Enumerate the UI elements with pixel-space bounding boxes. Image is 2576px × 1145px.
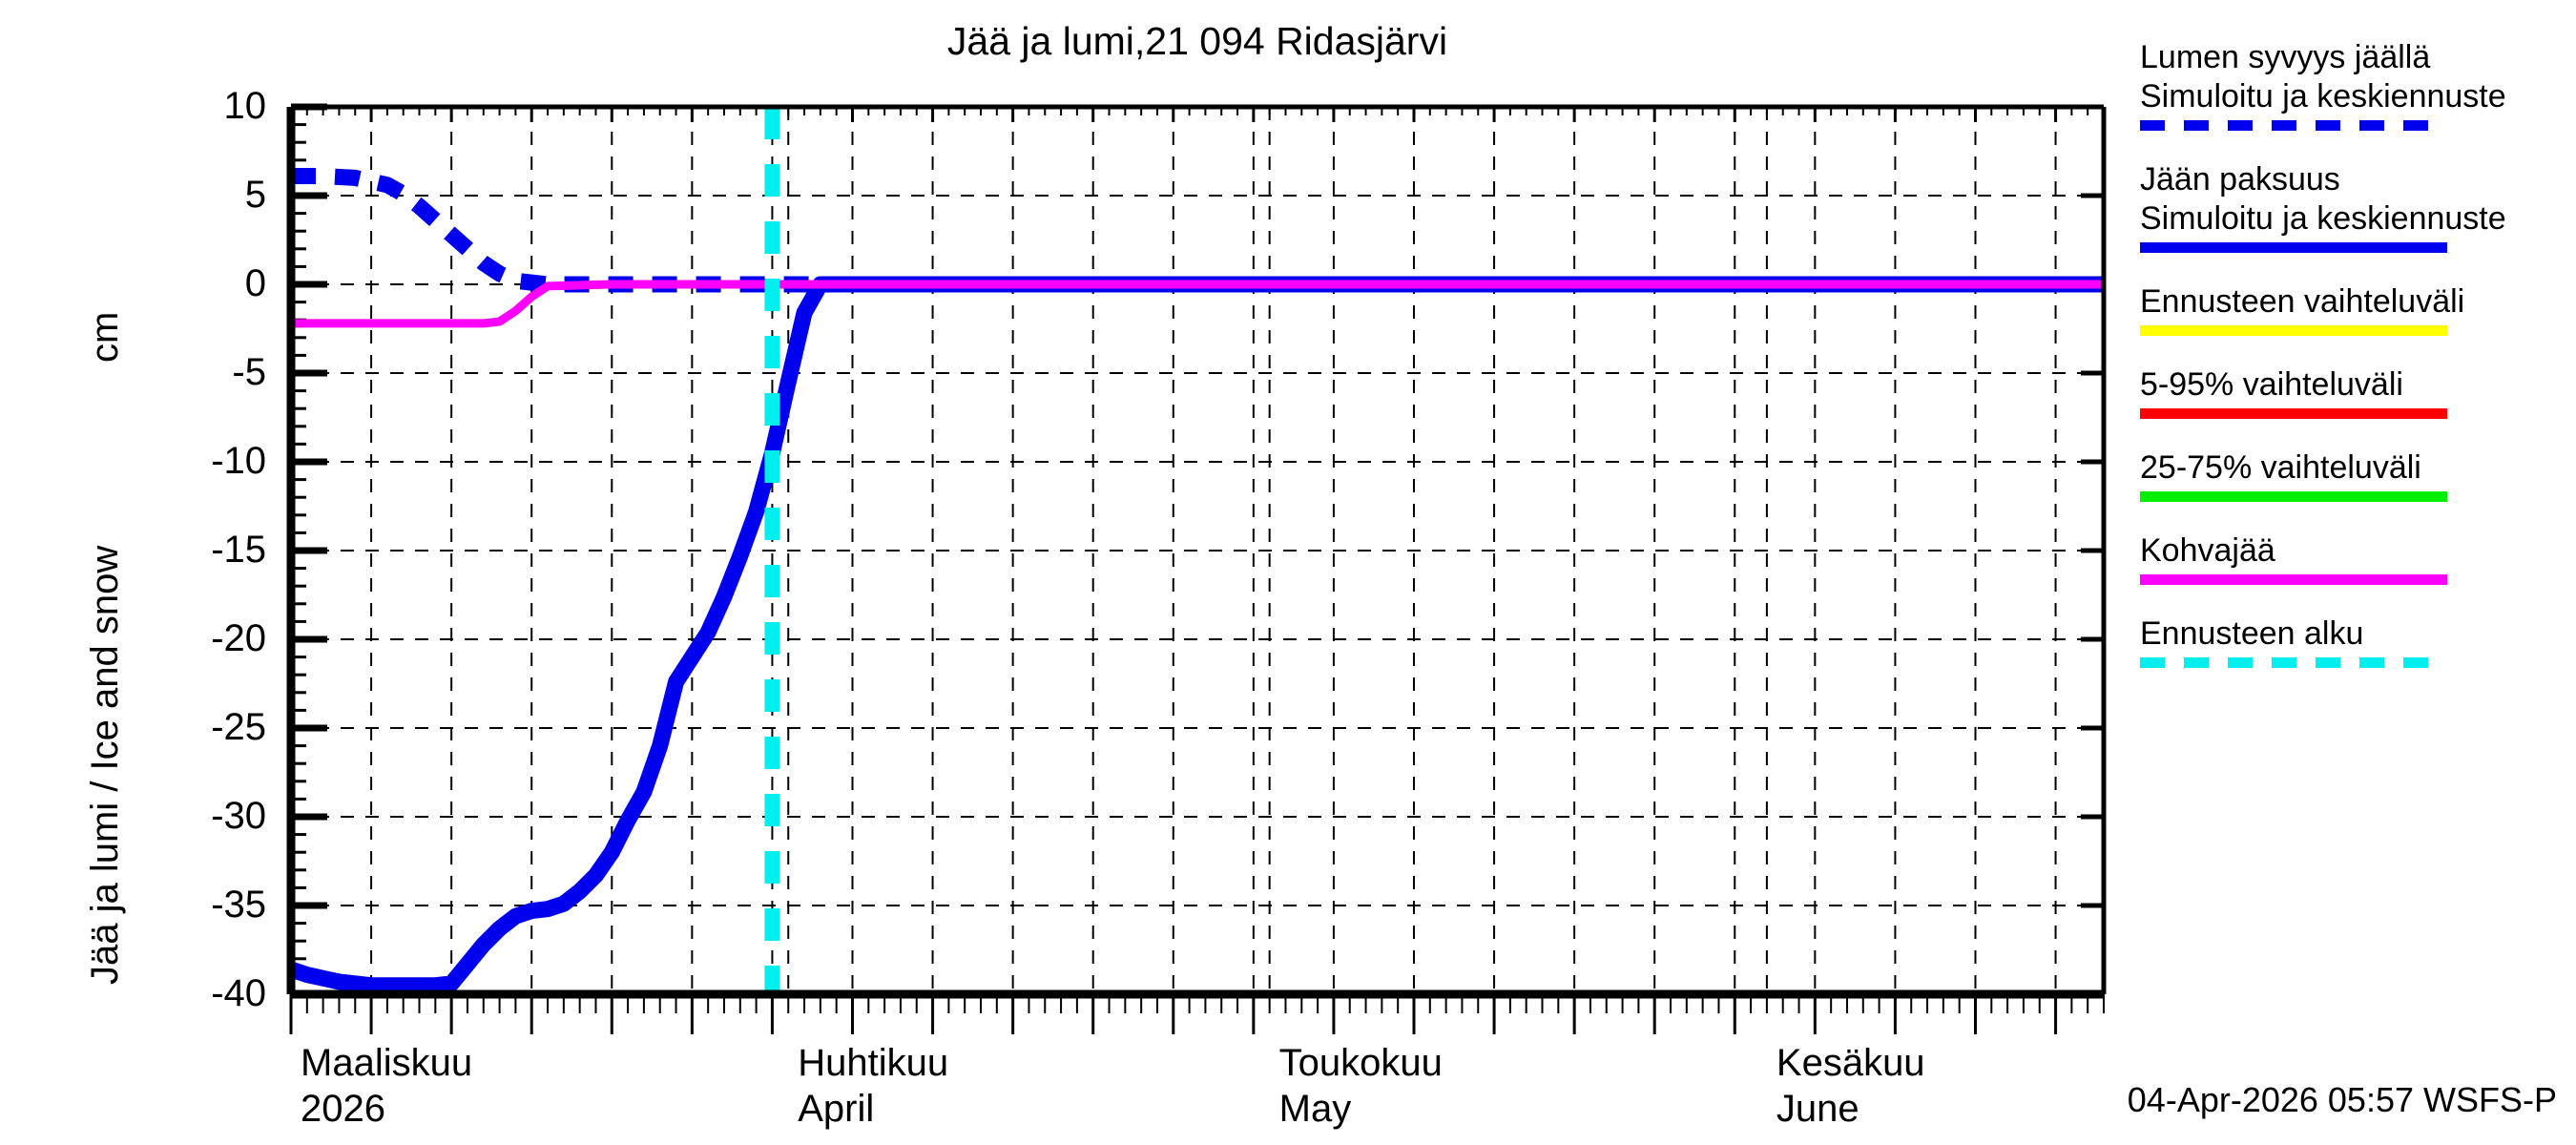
x-tick-label-en: May xyxy=(1278,1088,1352,1130)
legend-label: Jään paksuus xyxy=(2140,161,2340,198)
y-tick-label: -10 xyxy=(211,440,266,482)
legend-entry-forecast-range[interactable]: Ennusteen vaihteluväli xyxy=(2140,282,2569,336)
legend-label-second: Simuloitu ja keskiennuste xyxy=(2140,78,2506,114)
x-tick-label-en: 2026 xyxy=(301,1088,385,1130)
y-tick-label: -20 xyxy=(211,617,266,659)
legend-entry-ice-thickness[interactable]: Jään paksuus Simuloitu ja keskiennuste xyxy=(2140,160,2569,253)
series-lumen-syvyys-j-ll- xyxy=(291,168,2104,293)
y-tick-label: 10 xyxy=(223,85,267,127)
x-tick-label-kesäkuu: Kesäkuu June xyxy=(1776,1040,1925,1132)
x-tick-label-en: June xyxy=(1776,1088,1859,1130)
y-tick-label: -5 xyxy=(232,351,266,393)
y-axis-title: Jää ja lumi / Ice and snow xyxy=(84,545,126,985)
x-tick-label-huhtikuu: Huhtikuu April xyxy=(798,1040,948,1132)
legend-entry-range-25-75[interactable]: 25-75% vaihteluväli xyxy=(2140,448,2569,502)
series-kohvaj- xyxy=(291,280,2104,328)
plot-frame xyxy=(286,104,2107,999)
legend-swatch-ice-thickness xyxy=(2140,242,2447,253)
x-tick-label-toukokuu: Toukokuu May xyxy=(1279,1040,1443,1132)
legend-swatch-range-25-75 xyxy=(2140,491,2447,502)
legend-label: Ennusteen alku xyxy=(2140,615,2364,652)
legend-swatch-forecast-start xyxy=(2140,657,2447,668)
legend-entry-forecast-start[interactable]: Ennusteen alku xyxy=(2140,614,2569,668)
legend-entry-slush-ice[interactable]: Kohvajää xyxy=(2140,531,2569,585)
chart-title: Jää ja lumi,21 094 Ridasjärvi xyxy=(946,19,1448,63)
y-tick-label: 0 xyxy=(244,262,266,304)
legend-entry-range-5-95[interactable]: 5-95% vaihteluväli xyxy=(2140,365,2569,419)
x-tick-label-fi: Kesäkuu xyxy=(1776,1042,1925,1084)
x-tick-label-maaliskuu: Maaliskuu 2026 xyxy=(301,1040,472,1132)
legend-entry-snow-depth-on-ice[interactable]: Lumen syvyys jäällä Simuloitu ja keskienn… xyxy=(2140,38,2569,131)
y-tick-label: 5 xyxy=(244,174,266,216)
x-tick-label-fi: Huhtikuu xyxy=(798,1042,949,1084)
x-tick-label-fi: Toukokuu xyxy=(1278,1042,1443,1084)
y-axis-unit: cm xyxy=(84,311,126,363)
legend-label: 25-75% vaihteluväli xyxy=(2140,449,2421,486)
y-tick-label: -40 xyxy=(211,972,266,1014)
gridlines xyxy=(291,107,2104,994)
x-tick-label-en: April xyxy=(798,1088,875,1130)
legend-label: Ennusteen vaihteluväli xyxy=(2140,283,2465,320)
legend-label: Lumen syvyys jäällä xyxy=(2140,39,2431,75)
legend-swatch-slush-ice xyxy=(2140,574,2447,585)
data-series-layer xyxy=(288,168,2104,994)
legend-swatch-range-5-95 xyxy=(2140,408,2447,419)
x-tick-label-fi: Maaliskuu xyxy=(301,1042,473,1084)
series-j-n-paksuus xyxy=(288,276,2104,994)
y-tick-label: -35 xyxy=(211,884,266,926)
y-tick-label: -15 xyxy=(211,529,266,571)
y-tick-label: -25 xyxy=(211,706,266,748)
y-tick-label: -30 xyxy=(211,795,266,837)
legend-label-second: Simuloitu ja keskiennuste xyxy=(2140,200,2506,237)
legend-swatch-forecast-range xyxy=(2140,325,2447,336)
legend-label: 5-95% vaihteluväli xyxy=(2140,366,2403,403)
legend-swatch-snow-depth-on-ice xyxy=(2140,120,2447,131)
legend-label: Kohvajää xyxy=(2140,532,2275,569)
footer-timestamp: 04-Apr-2026 05:57 WSFS-P xyxy=(2127,1080,2557,1119)
